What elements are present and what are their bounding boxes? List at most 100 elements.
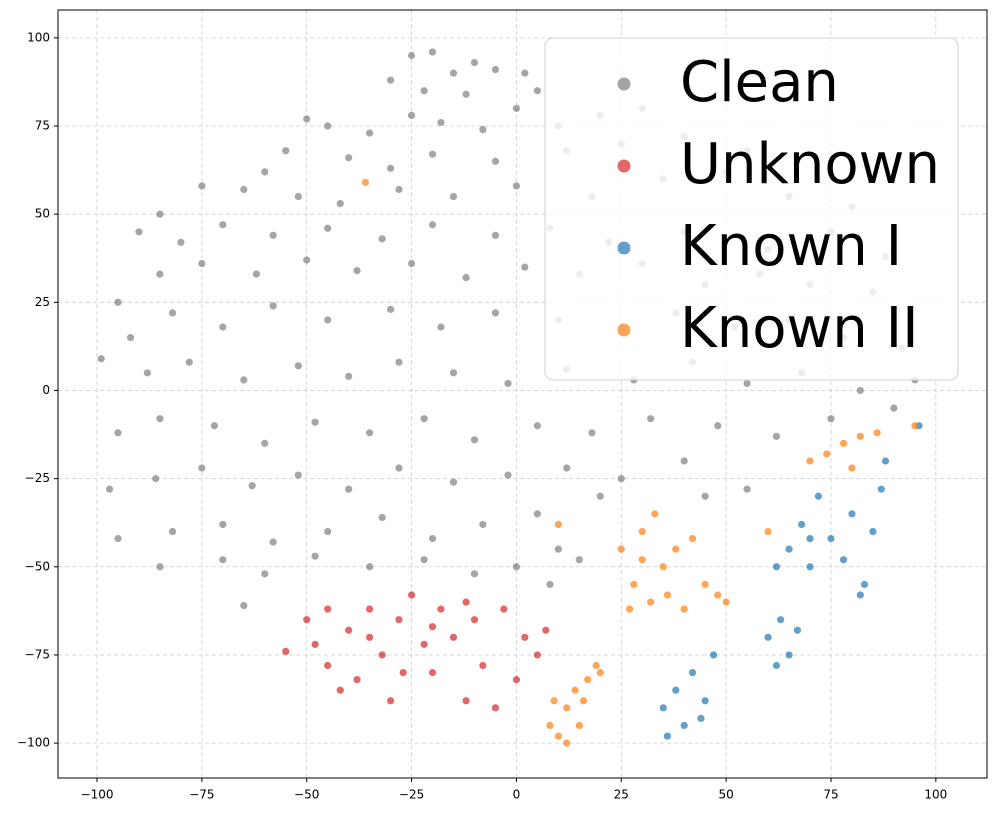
point <box>575 721 583 730</box>
y-tick-label: −75 <box>25 647 50 661</box>
legend-label: Known II <box>680 296 919 361</box>
point <box>114 429 122 437</box>
point <box>198 182 206 190</box>
point <box>378 235 386 243</box>
point <box>470 58 479 67</box>
point <box>504 379 512 388</box>
point <box>428 668 437 677</box>
point <box>588 429 596 437</box>
point <box>303 616 311 624</box>
point <box>395 185 403 194</box>
point <box>386 305 395 313</box>
point <box>462 90 470 98</box>
point <box>114 298 122 306</box>
point <box>647 415 655 423</box>
legend-label: Known I <box>680 214 902 279</box>
point <box>672 545 680 553</box>
point <box>345 154 353 162</box>
point <box>353 676 361 684</box>
point <box>152 475 160 483</box>
point <box>584 676 592 684</box>
point <box>437 605 445 613</box>
point <box>361 178 370 187</box>
point <box>198 259 206 268</box>
legend-box <box>544 37 959 381</box>
point <box>764 633 772 641</box>
point <box>491 704 500 712</box>
point <box>680 721 688 730</box>
point <box>135 228 143 236</box>
point <box>407 51 416 60</box>
point <box>823 450 831 458</box>
point <box>386 697 395 705</box>
point <box>420 87 428 95</box>
point <box>563 464 571 472</box>
point <box>219 323 227 331</box>
point <box>156 210 164 218</box>
point <box>294 471 302 479</box>
point <box>722 598 730 606</box>
point <box>324 122 332 130</box>
point <box>407 259 416 268</box>
point <box>156 563 164 571</box>
point <box>617 475 625 483</box>
point <box>554 545 562 553</box>
point <box>546 721 554 730</box>
point <box>386 164 395 172</box>
point <box>345 485 353 493</box>
point <box>827 415 835 423</box>
point <box>890 404 898 412</box>
point <box>651 510 659 518</box>
legend-marker <box>617 323 631 337</box>
point <box>697 714 705 723</box>
point <box>512 182 521 190</box>
point <box>785 651 793 659</box>
point <box>437 118 445 127</box>
point <box>470 616 479 624</box>
point <box>386 76 395 84</box>
point <box>554 520 562 529</box>
point <box>219 221 227 229</box>
point <box>366 563 374 571</box>
point <box>659 563 667 571</box>
point <box>521 633 529 641</box>
point <box>336 686 344 694</box>
point <box>449 478 458 486</box>
point <box>512 676 521 684</box>
point <box>848 510 856 518</box>
point <box>856 386 864 395</box>
legend-marker <box>617 77 631 91</box>
x-tick-label: −25 <box>399 788 424 802</box>
point <box>793 626 802 634</box>
point <box>827 534 835 543</box>
x-tick-label: 25 <box>614 788 629 802</box>
point <box>798 520 806 529</box>
point <box>428 48 437 56</box>
point <box>848 464 856 472</box>
point <box>395 358 403 366</box>
point <box>168 309 177 317</box>
point <box>785 545 793 553</box>
y-tick-label: −100 <box>17 736 50 750</box>
point <box>311 552 319 560</box>
point <box>869 527 877 536</box>
point <box>546 580 554 589</box>
point <box>437 323 445 331</box>
point <box>688 534 697 543</box>
point <box>814 492 822 500</box>
point <box>647 598 655 606</box>
point <box>688 668 697 677</box>
point <box>97 355 105 363</box>
point <box>449 633 458 641</box>
point <box>282 147 290 155</box>
point <box>479 661 487 670</box>
y-tick-label: −50 <box>25 559 50 573</box>
point <box>772 563 781 571</box>
x-tick-label: 75 <box>823 788 838 802</box>
point <box>105 485 114 493</box>
point <box>542 626 550 634</box>
point <box>168 527 177 536</box>
point <box>126 333 135 342</box>
point <box>764 527 772 536</box>
